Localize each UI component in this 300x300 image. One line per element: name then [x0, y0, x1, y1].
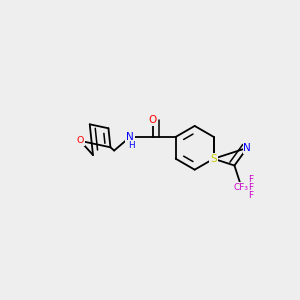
Text: N: N	[243, 143, 251, 153]
Text: F: F	[248, 175, 253, 184]
Text: H: H	[128, 141, 135, 150]
Text: F: F	[248, 190, 253, 200]
Text: O: O	[76, 136, 84, 146]
Text: CF₃: CF₃	[234, 183, 249, 192]
Text: O: O	[149, 115, 157, 125]
Text: N: N	[126, 132, 134, 142]
Text: S: S	[210, 154, 217, 164]
Text: F: F	[248, 183, 253, 192]
